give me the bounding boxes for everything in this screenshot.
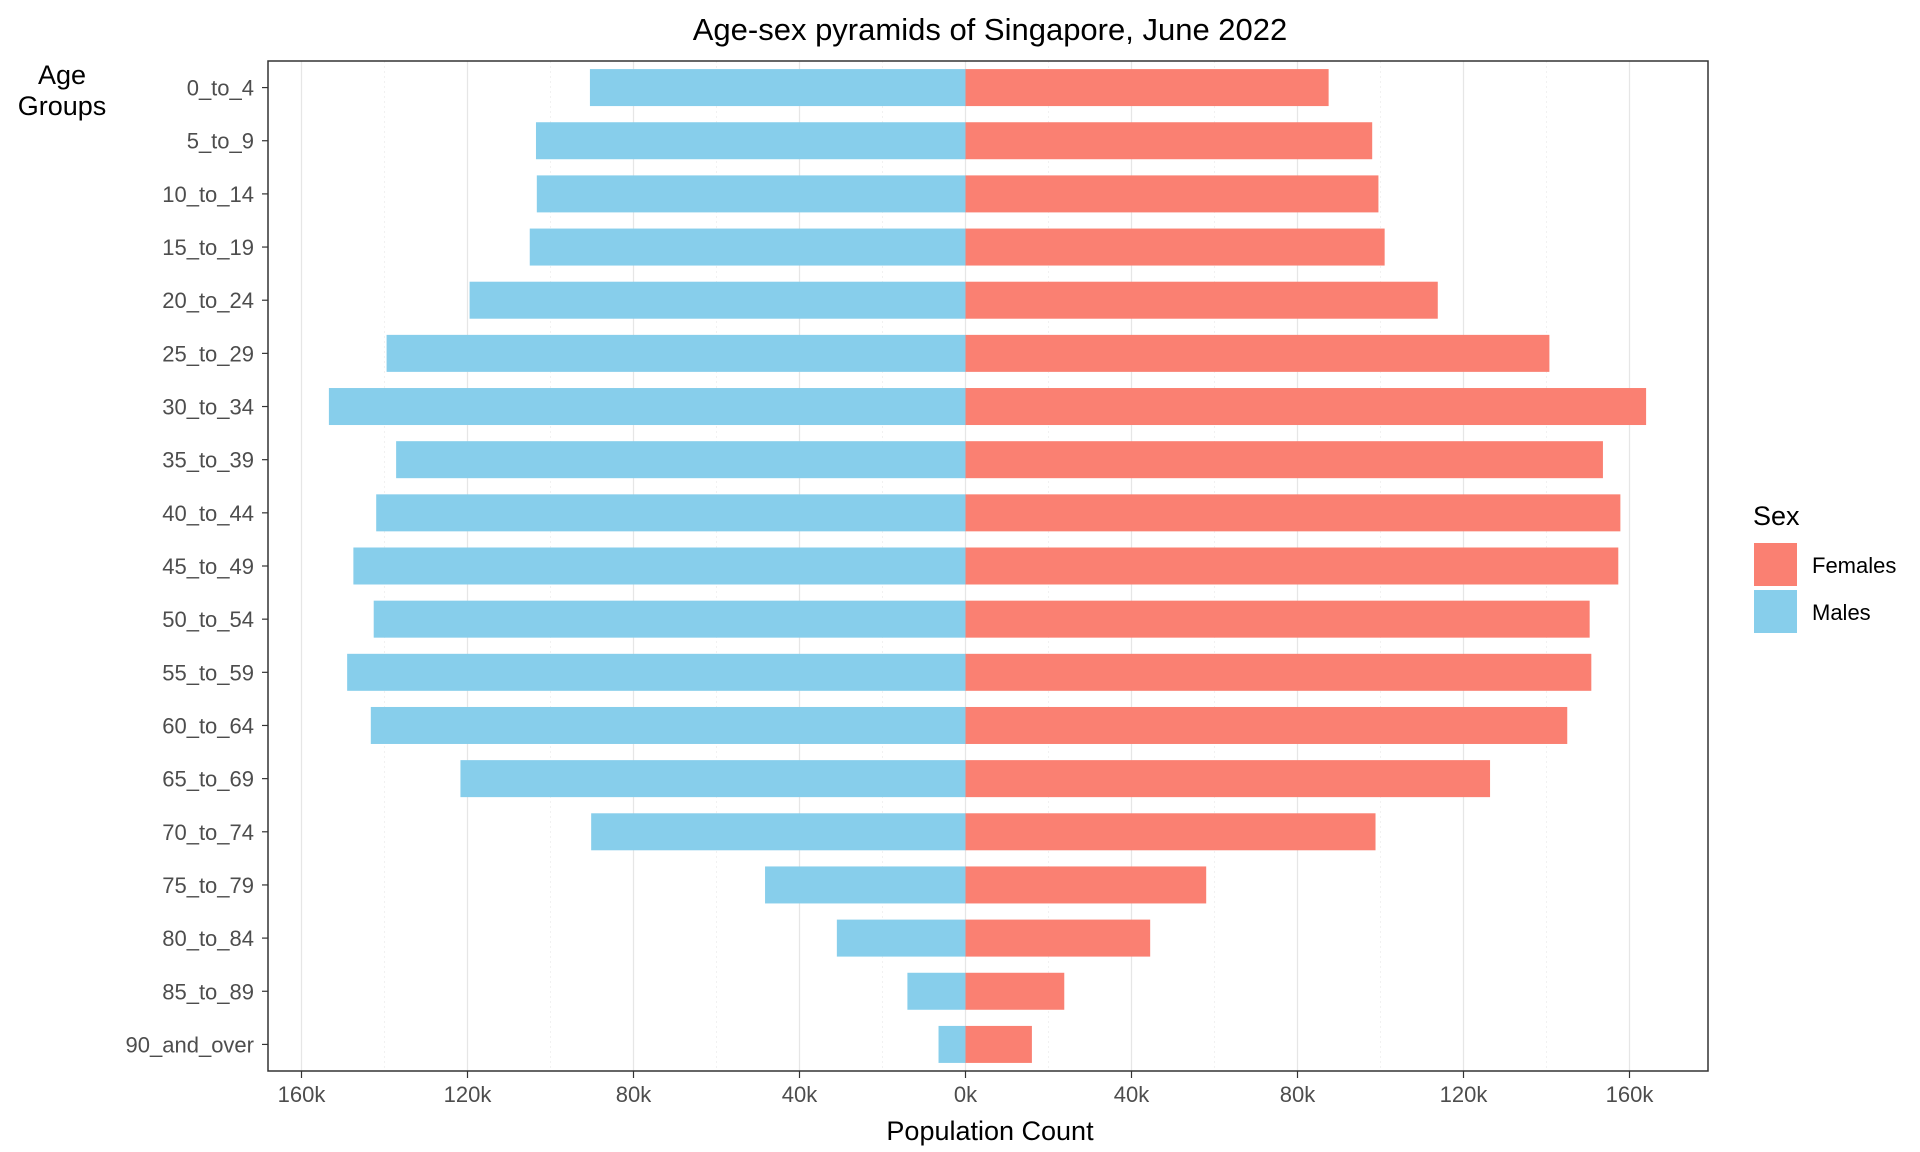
bar-males-75_to_79	[765, 866, 966, 904]
y-tick-label: 15_to_19	[162, 235, 254, 260]
bar-females-10_to_14	[965, 175, 1379, 213]
y-tick-label: 60_to_64	[162, 713, 254, 738]
bar-males-10_to_14	[536, 175, 966, 213]
bar-males-70_to_74	[591, 813, 966, 851]
y-tick-label: 85_to_89	[162, 979, 254, 1004]
y-tick-label: 70_to_74	[162, 820, 254, 845]
x-tick-label: 80k	[616, 1082, 652, 1107]
y-tick-label: 25_to_29	[162, 341, 254, 366]
y-tick-label: 55_to_59	[162, 660, 254, 685]
bar-males-90_and_over	[938, 1025, 966, 1063]
bar-females-40_to_44	[965, 494, 1621, 532]
bar-males-85_to_89	[907, 972, 966, 1010]
bar-females-30_to_34	[965, 388, 1647, 426]
bar-females-45_to_49	[965, 547, 1619, 585]
bar-females-65_to_69	[965, 760, 1491, 798]
y-tick-label: 5_to_9	[187, 129, 254, 154]
y-tick-label: 20_to_24	[162, 288, 254, 313]
bar-males-5_to_9	[535, 122, 966, 160]
bar-males-40_to_44	[376, 494, 966, 532]
legend-key-males	[1754, 590, 1797, 633]
bar-males-55_to_59	[347, 653, 966, 691]
legend-label-females: Females	[1812, 553, 1896, 578]
bars	[328, 69, 1647, 1063]
bar-males-45_to_49	[353, 547, 966, 585]
bar-males-30_to_34	[328, 388, 966, 426]
bar-males-0_to_4	[589, 69, 966, 107]
bar-females-60_to_64	[965, 706, 1568, 744]
y-axis-title-line: Age	[38, 60, 86, 90]
y-tick-label: 30_to_34	[162, 395, 254, 420]
y-tick-label: 80_to_84	[162, 926, 254, 951]
x-tick-label: 40k	[782, 1082, 818, 1107]
bar-males-60_to_64	[370, 706, 966, 744]
bar-males-65_to_69	[460, 760, 966, 798]
y-tick-label: 65_to_69	[162, 767, 254, 792]
legend: Sex Females Males	[1753, 501, 1896, 633]
legend-label-males: Males	[1812, 600, 1871, 625]
y-axis-title-line: Groups	[18, 91, 107, 121]
bar-females-25_to_29	[965, 334, 1550, 372]
bar-females-50_to_54	[965, 600, 1590, 638]
bar-males-15_to_19	[529, 228, 966, 266]
bar-females-5_to_9	[965, 122, 1373, 160]
y-tick-label: 50_to_54	[162, 607, 254, 632]
bar-females-15_to_19	[965, 228, 1385, 266]
x-tick-label: 160k	[1606, 1082, 1655, 1107]
y-axis: 0_to_4 5_to_9 10_to_14 15_to_19 20_to_24 25_t…	[126, 76, 268, 1057]
x-axis: 160k 120k 80k 40k 0k 40k 80k 120k 160k	[278, 1071, 1655, 1107]
y-tick-label: 45_to_49	[162, 554, 254, 579]
bar-females-90_and_over	[965, 1025, 1032, 1063]
x-tick-label: 120k	[1440, 1082, 1489, 1107]
x-tick-label: 40k	[1114, 1082, 1150, 1107]
legend-key-females	[1754, 543, 1797, 586]
y-tick-label: 10_to_14	[162, 182, 254, 207]
legend-title: Sex	[1753, 501, 1800, 531]
bar-females-80_to_84	[965, 919, 1151, 957]
y-tick-label: 35_to_39	[162, 448, 254, 473]
bar-females-75_to_79	[965, 866, 1207, 904]
x-tick-label: 80k	[1280, 1082, 1316, 1107]
bar-females-85_to_89	[965, 972, 1065, 1010]
bar-females-35_to_39	[965, 441, 1603, 479]
y-tick-label: 40_to_44	[162, 501, 254, 526]
bar-females-0_to_4	[965, 69, 1329, 107]
x-tick-label: 120k	[444, 1082, 493, 1107]
y-tick-label: 75_to_79	[162, 873, 254, 898]
bar-females-55_to_59	[965, 653, 1592, 691]
bar-males-25_to_29	[386, 334, 966, 372]
x-tick-label: 0k	[954, 1082, 978, 1107]
bar-males-80_to_84	[836, 919, 966, 957]
bar-males-20_to_24	[469, 281, 966, 319]
chart-title: Age-sex pyramids of Singapore, June 2022	[693, 12, 1288, 47]
y-tick-label: 0_to_4	[187, 76, 254, 101]
bar-females-70_to_74	[965, 813, 1376, 851]
bar-males-35_to_39	[396, 441, 966, 479]
x-tick-label: 160k	[278, 1082, 327, 1107]
bar-males-50_to_54	[373, 600, 966, 638]
x-axis-title: Population Count	[886, 1116, 1094, 1146]
y-tick-label: 90_and_over	[126, 1032, 254, 1057]
bar-females-20_to_24	[965, 281, 1438, 319]
